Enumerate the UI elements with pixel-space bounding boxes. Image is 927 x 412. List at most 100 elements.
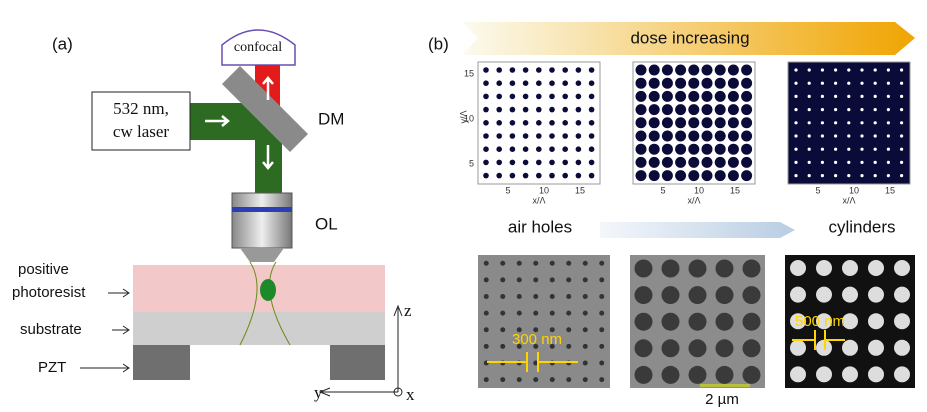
lattice-dot xyxy=(636,144,647,155)
lattice-dot xyxy=(536,133,542,139)
lattice-dot xyxy=(536,173,542,179)
lattice-dot xyxy=(821,95,824,98)
lattice-dot xyxy=(741,91,752,102)
layer-label: photoresist xyxy=(12,284,86,301)
objective xyxy=(232,193,292,248)
sem-feature xyxy=(533,311,538,316)
sem-feature xyxy=(583,361,588,366)
lattice-dot xyxy=(549,146,555,152)
sem-feature xyxy=(583,377,588,382)
lattice-dot xyxy=(510,120,516,126)
lattice-dot xyxy=(860,148,863,151)
lattice-dot xyxy=(523,173,529,179)
lattice-dot xyxy=(715,144,726,155)
sem-feature xyxy=(500,327,505,332)
lattice-dot xyxy=(821,121,824,124)
lattice-dot xyxy=(741,157,752,168)
sem-feature xyxy=(689,366,707,384)
sem-feature xyxy=(500,277,505,282)
lattice-dot xyxy=(821,134,824,137)
lattice-dot xyxy=(887,82,890,85)
lattice-dot xyxy=(483,107,489,113)
lattice-dot xyxy=(741,131,752,142)
lattice-dot xyxy=(808,68,811,71)
lattice-dot xyxy=(715,91,726,102)
lattice-dot xyxy=(636,91,647,102)
lattice-dot xyxy=(636,131,647,142)
lattice-dot xyxy=(887,68,890,71)
lattice-dot xyxy=(483,120,489,126)
sem-feature xyxy=(533,294,538,299)
lattice-dot xyxy=(715,104,726,115)
lattice-dot xyxy=(523,107,529,113)
sem-feature xyxy=(743,313,761,331)
lattice-dot xyxy=(483,67,489,73)
sem-feature xyxy=(484,327,489,332)
lattice-dot xyxy=(860,174,863,177)
layer-label: positive xyxy=(18,261,69,278)
lattice-dot xyxy=(728,131,739,142)
lattice-dot xyxy=(510,80,516,86)
sem-feature xyxy=(550,311,555,316)
lattice-dot xyxy=(900,161,903,164)
lattice-dot xyxy=(536,94,542,100)
pzt xyxy=(133,345,190,380)
lattice-dot xyxy=(794,68,797,71)
sem-feature xyxy=(716,366,734,384)
sem-feature xyxy=(550,261,555,266)
sem-feature xyxy=(550,277,555,282)
lattice-dot xyxy=(549,173,555,179)
lattice-dot xyxy=(847,174,850,177)
lattice-dot xyxy=(662,91,673,102)
sem-feature xyxy=(550,377,555,382)
y-tick-label: 15 xyxy=(464,68,474,78)
sem-feature xyxy=(583,344,588,349)
lattice-dot xyxy=(496,107,502,113)
lattice-dot xyxy=(662,104,673,115)
lattice-dot xyxy=(562,67,568,73)
sem-feature xyxy=(599,361,604,366)
lattice-dot xyxy=(847,161,850,164)
sem-feature xyxy=(635,260,653,278)
lattice-dot xyxy=(510,133,516,139)
lattice-dot xyxy=(900,68,903,71)
lattice-dot xyxy=(874,161,877,164)
lattice-dot xyxy=(523,67,529,73)
lattice-dot xyxy=(900,82,903,85)
sem-feature xyxy=(842,340,858,356)
lattice-dot xyxy=(496,80,502,86)
lattice-dot xyxy=(589,173,595,179)
sem-feature xyxy=(533,261,538,266)
lattice-dot xyxy=(536,120,542,126)
sem-feature xyxy=(583,327,588,332)
lattice-dot xyxy=(562,160,568,166)
sem-feature xyxy=(500,261,505,266)
lattice-dot xyxy=(715,170,726,181)
sem-feature xyxy=(566,311,571,316)
lattice-dot xyxy=(741,78,752,89)
sem-feature xyxy=(662,286,680,304)
lattice-dot xyxy=(549,80,555,86)
sem-feature xyxy=(868,260,884,276)
lattice-dot xyxy=(549,120,555,126)
lattice-dot xyxy=(860,161,863,164)
pointer-arrows xyxy=(80,289,129,372)
sem-feature xyxy=(790,340,806,356)
lattice-dot xyxy=(741,117,752,128)
lattice-dot xyxy=(874,82,877,85)
sem-feature xyxy=(533,277,538,282)
lattice-dot xyxy=(589,67,595,73)
lattice-dot xyxy=(715,65,726,76)
right-label: cylinders xyxy=(828,217,895,236)
sem-feature xyxy=(894,287,910,303)
lattice-dot xyxy=(510,146,516,152)
sem-feature xyxy=(894,313,910,329)
lattice-dot xyxy=(662,117,673,128)
lattice-dot xyxy=(636,78,647,89)
lattice-dot xyxy=(887,121,890,124)
lattice-dot xyxy=(483,146,489,152)
lattice-dot xyxy=(576,107,582,113)
sem-feature xyxy=(599,344,604,349)
lattice-dot xyxy=(496,160,502,166)
lattice-dot xyxy=(636,65,647,76)
